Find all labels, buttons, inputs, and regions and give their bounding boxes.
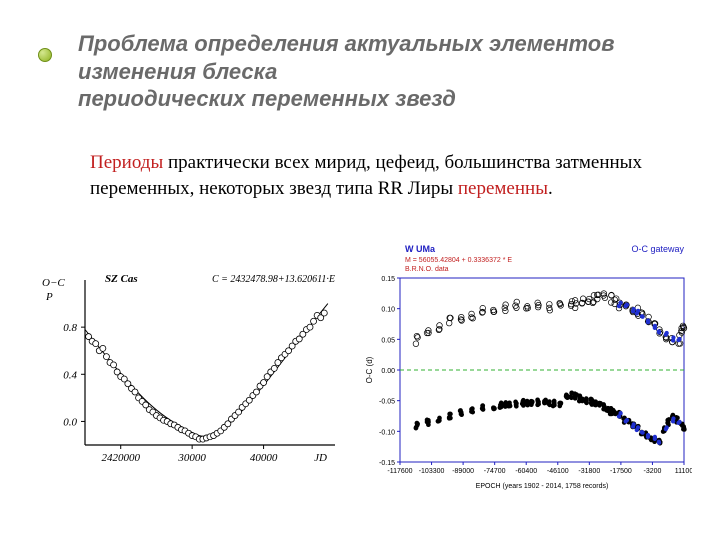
svg-text:30000: 30000: [177, 452, 206, 464]
svg-text:-89000: -89000: [452, 468, 474, 475]
charts-row: 0.0 0.4 0.8 O−C P 2420000 30000 40000 JD SZ Cas C …: [30, 240, 700, 500]
chart-svg-2: -0.15 -0.10 -0.05 0.00 0.05 0.10 0.15 -117600 -1…: [362, 240, 692, 490]
svg-text:-17500: -17500: [610, 468, 632, 475]
chart-sz-cas: 0.0 0.4 0.8 O−C P 2420000 30000 40000 JD SZ Cas C …: [30, 260, 350, 480]
svg-text:0.4: 0.4: [63, 369, 77, 381]
svg-text:-0.05: -0.05: [379, 399, 395, 406]
svg-text:C = 2432478.98+13.620611·E: C = 2432478.98+13.620611·E: [212, 274, 335, 285]
svg-text:O−C: O−C: [42, 277, 65, 289]
svg-text:O-C (d): O-C (d): [365, 356, 374, 383]
lead-word: Периоды: [90, 152, 163, 173]
svg-text:2420000: 2420000: [101, 452, 140, 464]
svg-text:-0.10: -0.10: [379, 429, 395, 436]
svg-text:40000: 40000: [250, 452, 278, 464]
chart-w-uma: -0.15 -0.10 -0.05 0.00 0.05 0.10 0.15 -117600 -1…: [362, 240, 692, 490]
svg-text:0.05: 0.05: [381, 337, 395, 344]
svg-text:-103300: -103300: [419, 468, 445, 475]
svg-text:0.0: 0.0: [63, 416, 77, 428]
title-line-3: периодических переменных звезд: [78, 86, 456, 111]
svg-text:-60400: -60400: [515, 468, 537, 475]
svg-text:0.8: 0.8: [63, 322, 77, 334]
svg-text:W UMa: W UMa: [405, 244, 436, 254]
svg-text:0.10: 0.10: [381, 307, 395, 314]
svg-text:SZ Cas: SZ Cas: [105, 273, 138, 285]
svg-text:EPOCH (years 1902 - 2014, 1758: EPOCH (years 1902 - 2014, 1758 records): [476, 483, 609, 490]
svg-text:B.R.N.O. data: B.R.N.O. data: [405, 266, 449, 273]
svg-text:11100: 11100: [675, 468, 692, 475]
svg-text:JD: JD: [314, 452, 327, 464]
slide-title: Проблема определения актуальных элементо…: [78, 30, 678, 113]
bullet-icon: [38, 48, 52, 62]
svg-text:M = 56055.42804 + 0.3336372 *: M = 56055.42804 + 0.3336372 * E: [405, 257, 512, 264]
svg-text:P: P: [45, 291, 53, 303]
svg-text:-0.15: -0.15: [379, 460, 395, 467]
chart-svg-1: 0.0 0.4 0.8 O−C P 2420000 30000 40000 JD SZ Cas C …: [30, 260, 350, 480]
svg-text:-46100: -46100: [547, 468, 569, 475]
tail-word: переменны: [458, 178, 548, 199]
svg-text:-117600: -117600: [387, 468, 412, 475]
svg-text:-3200: -3200: [643, 468, 661, 475]
svg-text:O-C gateway: O-C gateway: [631, 244, 684, 254]
svg-text:0.15: 0.15: [381, 276, 395, 283]
title-line-1: Проблема определения актуальных элементо…: [78, 31, 615, 84]
svg-text:-31800: -31800: [578, 468, 600, 475]
mid-text: практически всех мирид, цефеид, большинс…: [90, 152, 642, 199]
body-paragraph: Периоды практически всех мирид, цефеид, …: [90, 150, 670, 201]
svg-text:0.00: 0.00: [381, 368, 395, 375]
svg-text:-74700: -74700: [484, 468, 506, 475]
